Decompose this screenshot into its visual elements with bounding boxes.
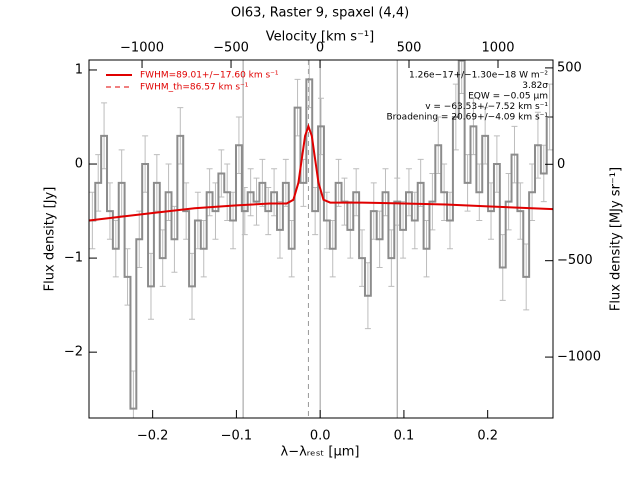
y-tick-label: 0 <box>75 157 83 172</box>
y2-tick-label: −1000 <box>557 350 601 365</box>
x-tick-label: −0.1 <box>221 429 253 444</box>
y-axis-label: Flux density [Jy] <box>43 187 58 292</box>
annotation: v = −63.53+/−7.52 km s⁻¹ <box>425 102 548 112</box>
annotation: 1.26e−17+/−1.30e−18 W m⁻² <box>409 71 548 81</box>
plot-frame <box>88 59 554 419</box>
x2-tick-label: −500 <box>213 41 249 56</box>
chart-title: OI63, Raster 9, spaxel (4,4) <box>231 6 409 21</box>
y2-axis-label: Flux density [MJy sr⁻¹] <box>609 167 624 311</box>
x2-axis-label: Velocity [km s⁻¹] <box>266 30 374 45</box>
y-tick-label: −2 <box>64 345 83 360</box>
y2-tick-label: 500 <box>557 60 582 75</box>
annotation: 3.82σ <box>522 81 548 91</box>
y-tick-label: 1 <box>75 62 83 77</box>
annotation: Broadening = 20.69+/−4.09 km s⁻¹ <box>387 113 549 123</box>
y-tick-label: −1 <box>64 251 83 266</box>
x2-tick-label: 500 <box>397 41 422 56</box>
annotation: EQW = −0.05 μm <box>468 92 548 102</box>
x-tick-label: −0.2 <box>137 429 169 444</box>
y2-tick-label: −500 <box>557 253 593 268</box>
x-tick-label: 0.2 <box>477 429 498 444</box>
data-step-line <box>89 59 553 410</box>
legend-fit-th-label: FWHM_th=86.57 km s⁻¹ <box>140 83 249 93</box>
x2-tick-label: 0 <box>316 41 324 56</box>
fit-line <box>88 123 554 222</box>
x-axis-label: λ−λᵣₑₛₜ [μm] <box>281 445 360 460</box>
x2-tick-label: 1000 <box>481 41 514 56</box>
x2-tick-label: −1000 <box>120 41 164 56</box>
x-tick-label: 0.1 <box>394 429 415 444</box>
legend-fit-label: FWHM=89.01+/−17.60 km s⁻¹ <box>140 71 279 81</box>
x-tick-label: 0.0 <box>310 429 331 444</box>
y2-tick-label: 0 <box>557 157 565 172</box>
